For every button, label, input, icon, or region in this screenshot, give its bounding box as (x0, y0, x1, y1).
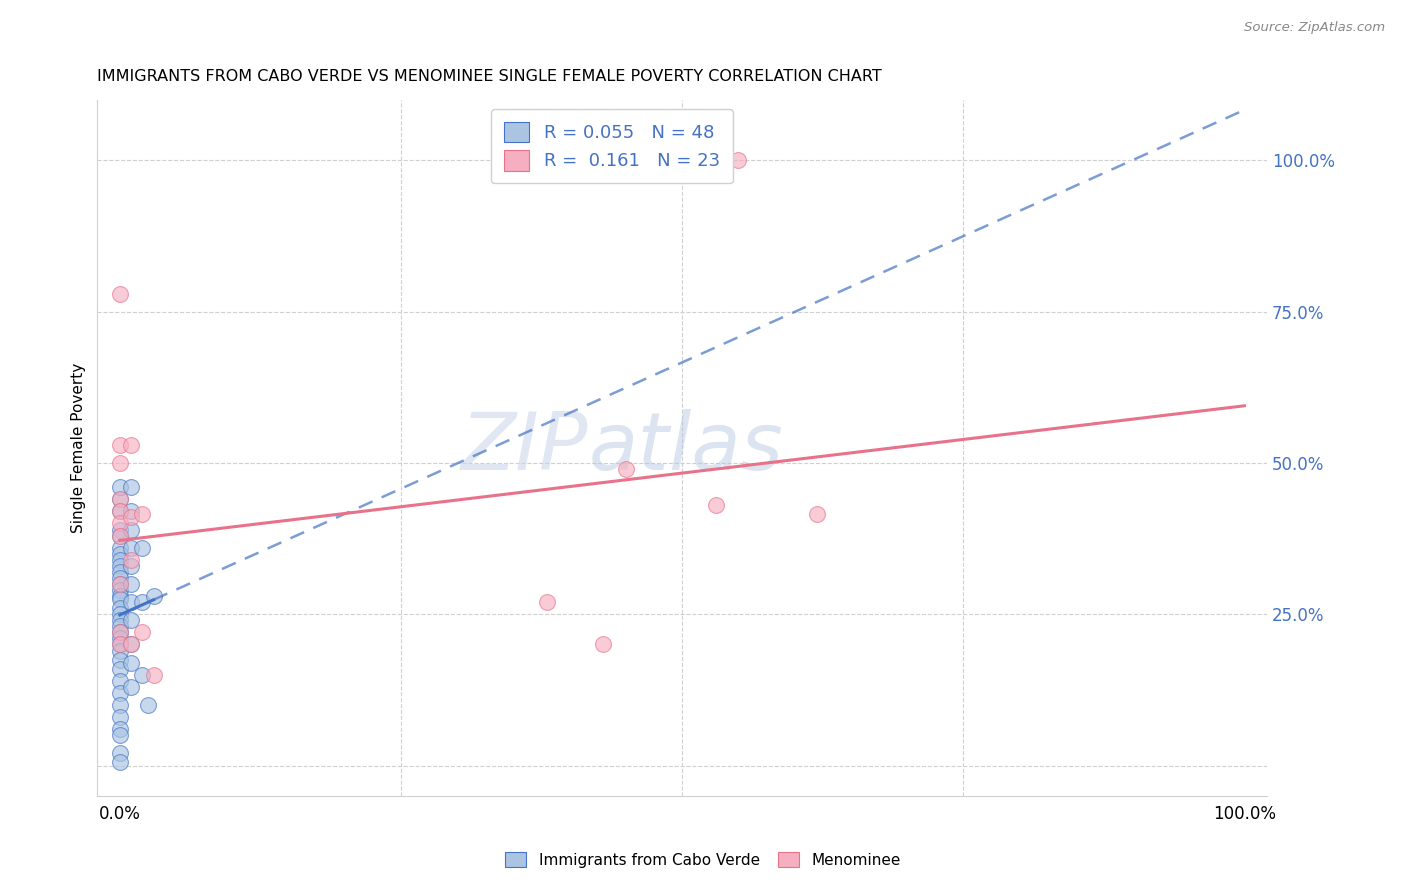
Point (120, 577, 142, 591)
Point (108, 619, 131, 633)
Point (108, 601, 131, 615)
Point (131, 508, 153, 522)
Legend: R = 0.055   N = 48, R =  0.161   N = 23: R = 0.055 N = 48, R = 0.161 N = 23 (491, 109, 733, 183)
Point (108, 541, 131, 555)
Point (536, 595, 558, 609)
Point (131, 667, 153, 681)
Point (131, 595, 153, 609)
Point (120, 680, 142, 694)
Point (108, 286, 131, 301)
Text: ZIP: ZIP (461, 409, 589, 487)
Point (108, 662, 131, 676)
Point (120, 638, 142, 652)
Point (108, 582, 131, 597)
Point (120, 504, 142, 518)
Point (120, 541, 142, 555)
Point (108, 625, 131, 640)
Point (120, 523, 142, 537)
Point (108, 558, 131, 573)
Point (108, 638, 131, 652)
Point (120, 510, 142, 524)
Point (108, 613, 131, 627)
Point (131, 541, 153, 555)
Point (108, 673, 131, 688)
Point (108, 565, 131, 579)
Point (108, 643, 131, 657)
Point (108, 722, 131, 736)
Point (108, 492, 131, 507)
Point (120, 595, 142, 609)
Point (120, 656, 142, 670)
Text: IMMIGRANTS FROM CABO VERDE VS MENOMINEE SINGLE FEMALE POVERTY CORRELATION CHART: IMMIGRANTS FROM CABO VERDE VS MENOMINEE … (97, 69, 882, 84)
Point (108, 589, 131, 603)
Point (120, 613, 142, 627)
Point (108, 438, 131, 452)
Point (108, 547, 131, 561)
Point (142, 667, 165, 681)
Point (704, 499, 727, 513)
Point (108, 523, 131, 537)
Point (108, 492, 131, 507)
Point (108, 607, 131, 622)
Point (727, 153, 749, 168)
Point (120, 638, 142, 652)
Point (142, 589, 165, 603)
Point (120, 558, 142, 573)
Point (108, 528, 131, 542)
Point (108, 652, 131, 666)
Text: Source: ZipAtlas.com: Source: ZipAtlas.com (1244, 21, 1385, 35)
Point (108, 528, 131, 542)
Point (120, 553, 142, 567)
Point (108, 504, 131, 518)
Point (108, 577, 131, 591)
Point (614, 462, 637, 476)
Point (108, 632, 131, 646)
Text: atlas: atlas (589, 409, 783, 487)
Point (136, 698, 159, 712)
Point (108, 516, 131, 531)
Point (131, 625, 153, 640)
Point (108, 638, 131, 652)
Point (108, 625, 131, 640)
Point (108, 577, 131, 591)
Point (806, 508, 828, 522)
Point (108, 456, 131, 470)
Point (108, 698, 131, 712)
Point (108, 747, 131, 761)
Point (108, 571, 131, 585)
Legend: Immigrants from Cabo Verde, Menominee: Immigrants from Cabo Verde, Menominee (499, 846, 907, 873)
Point (108, 710, 131, 724)
Point (108, 504, 131, 518)
Y-axis label: Single Female Poverty: Single Female Poverty (72, 363, 86, 533)
Point (108, 756, 131, 770)
Point (120, 438, 142, 452)
Point (108, 553, 131, 567)
Point (108, 686, 131, 700)
Point (108, 592, 131, 607)
Point (108, 728, 131, 742)
Point (108, 480, 131, 494)
Point (120, 480, 142, 494)
Point (592, 638, 614, 652)
